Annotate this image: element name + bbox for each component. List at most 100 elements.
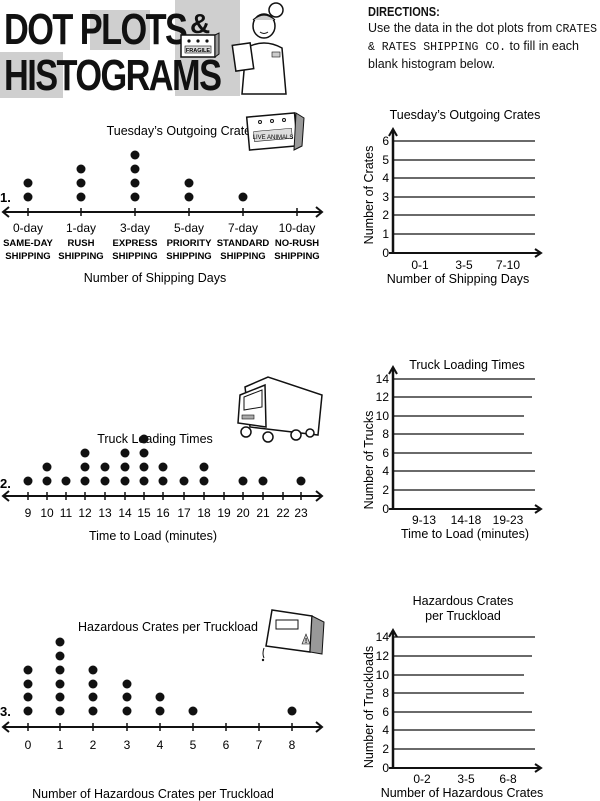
- histogram-xlabel: Number of Shipping Days: [387, 272, 529, 286]
- svg-text:14: 14: [376, 630, 390, 644]
- svg-text:SHIPPING: SHIPPING: [58, 251, 103, 262]
- problem-number: 1.: [0, 190, 11, 205]
- svg-text:15: 15: [137, 506, 151, 520]
- title-line-2: HISTOGRAMS: [4, 51, 222, 100]
- svg-text:7: 7: [256, 738, 263, 752]
- svg-text:LIVE ANIMALS: LIVE ANIMALS: [253, 135, 294, 141]
- svg-text:19: 19: [217, 506, 231, 520]
- problem-number: 2.: [0, 476, 11, 491]
- histogram-1: Tuesday’s Outgoing Crates 0 1 2 3 4 5 6 …: [362, 108, 543, 286]
- svg-text:2: 2: [382, 483, 389, 497]
- dot-plot-xlabel: Number of Shipping Days: [84, 271, 226, 285]
- svg-text:3-5: 3-5: [457, 772, 475, 786]
- title-bg-shape: [0, 52, 63, 98]
- svg-text:5: 5: [382, 153, 389, 167]
- svg-text:8: 8: [382, 427, 389, 441]
- svg-text:STANDARD: STANDARD: [217, 238, 270, 249]
- svg-text:6: 6: [382, 705, 389, 719]
- svg-text:23: 23: [294, 506, 308, 520]
- svg-text:1: 1: [382, 227, 389, 241]
- svg-text:4: 4: [382, 723, 389, 737]
- svg-text:10-day: 10-day: [279, 221, 316, 235]
- svg-text:5-day: 5-day: [174, 221, 204, 235]
- svg-text:14-18: 14-18: [451, 513, 482, 527]
- svg-text:FRAGILE: FRAGILE: [186, 48, 210, 54]
- svg-text:12: 12: [78, 506, 92, 520]
- histogram-3: Hazardous Crates per Truckload 0 2 4 6 8…: [362, 594, 543, 800]
- svg-text:3-day: 3-day: [120, 221, 150, 235]
- svg-text:12: 12: [376, 649, 390, 663]
- svg-text:16: 16: [156, 506, 170, 520]
- histogram-ylabel: Number of Truckloads: [362, 646, 376, 768]
- svg-text:0-day: 0-day: [13, 221, 43, 235]
- svg-text:7-10: 7-10: [496, 258, 520, 272]
- dot-plot-title: Hazardous Crates per Truckload: [78, 620, 258, 634]
- dots: [23, 150, 248, 202]
- svg-text:SHIPPING: SHIPPING: [112, 251, 157, 262]
- svg-text:19-23: 19-23: [493, 513, 524, 527]
- svg-text:14: 14: [376, 372, 390, 386]
- svg-text:22: 22: [276, 506, 290, 520]
- svg-text:SHIPPING: SHIPPING: [5, 251, 50, 262]
- svg-text:17: 17: [177, 506, 191, 520]
- svg-text:3: 3: [124, 738, 131, 752]
- shipping-worker-illustration: [231, 2, 287, 95]
- svg-text:5: 5: [190, 738, 197, 752]
- dot-plot-xlabel: Number of Hazardous Crates per Truckload: [32, 787, 274, 801]
- svg-text:9: 9: [25, 506, 32, 520]
- svg-text:6: 6: [382, 134, 389, 148]
- svg-text:1-day: 1-day: [66, 221, 96, 235]
- svg-text:3-5: 3-5: [455, 258, 473, 272]
- hazardous-crate-icon: !: [261, 609, 325, 662]
- svg-text:6-8: 6-8: [499, 772, 517, 786]
- svg-text:2: 2: [90, 738, 97, 752]
- histogram-xlabel: Time to Load (minutes): [401, 527, 529, 541]
- svg-text:20: 20: [236, 506, 250, 520]
- svg-text:SHIPPING: SHIPPING: [220, 251, 265, 262]
- histogram-title: Truck Loading Times: [409, 358, 525, 372]
- dot-plot-title: Tuesday’s Outgoing Crates: [107, 124, 258, 138]
- svg-text:0: 0: [25, 738, 32, 752]
- svg-text:8: 8: [382, 686, 389, 700]
- svg-text:10: 10: [40, 506, 54, 520]
- svg-text:8: 8: [289, 738, 296, 752]
- directions-heading: DIRECTIONS:: [368, 4, 440, 19]
- svg-text:2: 2: [382, 208, 389, 222]
- histogram-ylabel: Number of Crates: [362, 146, 376, 245]
- svg-text:3: 3: [382, 190, 389, 204]
- svg-text:NO-RUSH: NO-RUSH: [275, 238, 319, 249]
- svg-text:18: 18: [197, 506, 211, 520]
- svg-text:4: 4: [157, 738, 164, 752]
- svg-text:11: 11: [60, 506, 73, 520]
- company-name: CRATES: [555, 23, 598, 36]
- svg-text:0-2: 0-2: [413, 772, 431, 786]
- svg-text:6: 6: [223, 738, 230, 752]
- delivery-truck-icon: [237, 376, 323, 443]
- svg-text:9-13: 9-13: [412, 513, 436, 527]
- dots: [23, 434, 306, 486]
- svg-text:4: 4: [382, 464, 389, 478]
- fragile-crate-icon: FRAGILE: [180, 32, 220, 58]
- svg-text:SHIPPING: SHIPPING: [166, 251, 211, 262]
- title-bg-shape: [90, 10, 150, 50]
- histogram-title: Tuesday’s Outgoing Crates: [390, 108, 541, 122]
- svg-text:0-1: 0-1: [411, 258, 429, 272]
- svg-text:4: 4: [382, 171, 389, 185]
- svg-text:EXPRESS: EXPRESS: [113, 238, 158, 249]
- dot-plot-2: Truck Loading Times 2. 9 10: [0, 376, 324, 543]
- title-line-1: DOT PLOTS: [4, 5, 188, 54]
- live-animals-crate-icon: LIVE ANIMALS: [245, 112, 305, 151]
- svg-text:0: 0: [382, 502, 389, 516]
- svg-text:10: 10: [376, 668, 390, 682]
- company-name: & RATES SHIPPING CO.: [368, 41, 507, 54]
- histogram-ylabel: Number of Trucks: [362, 411, 376, 510]
- dot-plot-title: Truck Loading Times: [97, 432, 213, 446]
- histogram-title: Hazardous Crates: [413, 594, 514, 608]
- svg-text:13: 13: [98, 506, 112, 520]
- dot-plot-xlabel: Time to Load (minutes): [89, 529, 217, 543]
- svg-text:12: 12: [376, 390, 390, 404]
- warning-icon: !: [305, 638, 307, 645]
- histogram-2: Truck Loading Times 0 2 4 6 8 10 12 14 N…: [362, 358, 543, 541]
- svg-text:10: 10: [376, 409, 390, 423]
- svg-text:RUSH: RUSH: [68, 238, 95, 249]
